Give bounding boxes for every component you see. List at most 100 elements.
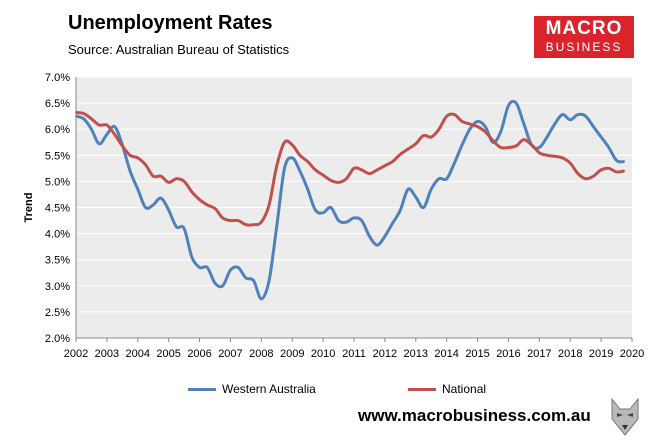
data-point (546, 136, 548, 138)
data-point (299, 170, 301, 172)
data-point (136, 157, 139, 159)
data-point (268, 279, 270, 282)
data-point (492, 139, 494, 142)
data-point (299, 154, 301, 157)
data-point (407, 188, 409, 191)
data-point (221, 285, 224, 287)
logo-line-2: BUSINESS (545, 40, 623, 54)
data-point (314, 209, 317, 211)
data-point (160, 197, 162, 199)
data-point (384, 164, 386, 167)
data-point (98, 124, 100, 126)
data-point (561, 113, 564, 116)
data-point (353, 167, 355, 170)
data-point (499, 131, 502, 133)
legend-label-western-australia: Western Australia (222, 382, 316, 396)
x-tick-label: 2005 (156, 348, 180, 360)
data-point (438, 177, 440, 180)
x-tick-label: 2020 (620, 348, 644, 360)
data-point (469, 128, 471, 130)
data-point (306, 160, 309, 163)
data-point (144, 206, 147, 209)
data-point (268, 204, 270, 206)
data-point (152, 175, 155, 177)
data-point (391, 160, 394, 163)
data-point (82, 117, 85, 120)
data-point (237, 266, 239, 269)
data-point (368, 172, 371, 175)
data-point (129, 170, 131, 172)
data-point (283, 141, 286, 144)
data-point (577, 172, 579, 175)
data-point (214, 207, 216, 210)
data-point (252, 279, 255, 282)
data-point (414, 143, 417, 145)
y-axis-label: Trend (23, 193, 35, 223)
data-point (113, 125, 116, 128)
data-point (569, 162, 572, 164)
legend-swatch-western-australia (188, 388, 216, 392)
data-point (445, 115, 448, 117)
data-point (191, 191, 193, 193)
data-point (584, 177, 587, 180)
data-point (175, 177, 178, 180)
x-tick-label: 2010 (311, 348, 335, 360)
data-point (214, 282, 216, 284)
data-point (113, 133, 116, 136)
macro-business-logo: MACRO BUSINESS (534, 16, 634, 58)
y-tick-label: 2.5% (45, 307, 70, 319)
data-point (221, 217, 224, 219)
data-point (438, 128, 440, 130)
data-point (538, 146, 541, 149)
data-point (106, 133, 108, 136)
data-point (330, 206, 332, 209)
data-point (577, 113, 579, 116)
legend-western-australia: Western Australia (188, 382, 316, 396)
data-point (206, 204, 209, 206)
data-point (453, 162, 456, 164)
logo-line-1: MACRO (545, 18, 623, 39)
data-point (561, 157, 564, 159)
data-point (584, 115, 587, 117)
data-point (461, 120, 463, 123)
data-point (553, 123, 556, 125)
data-point (144, 163, 147, 166)
data-point (129, 154, 131, 157)
data-point (345, 177, 348, 180)
data-point (546, 154, 548, 157)
y-tick-label: 6.5% (45, 98, 70, 110)
y-tick-label: 6.0% (45, 124, 70, 136)
data-point (592, 175, 595, 177)
data-point (167, 181, 170, 184)
x-tick-label: 2011 (342, 348, 366, 360)
data-point (360, 219, 363, 222)
x-tick-label: 2013 (404, 348, 428, 360)
x-tick-label: 2014 (434, 348, 458, 360)
data-point (360, 169, 363, 171)
data-point (306, 188, 309, 191)
data-point (600, 136, 602, 138)
data-point (90, 117, 93, 120)
y-tick-label: 5.0% (45, 176, 70, 188)
data-point (376, 169, 378, 171)
data-point (368, 235, 371, 238)
website-url: www.macrobusiness.com.au (358, 406, 591, 425)
data-point (476, 125, 479, 128)
data-point (430, 136, 433, 138)
data-point (291, 157, 294, 159)
data-point (283, 167, 286, 170)
data-point (507, 146, 510, 149)
data-point (399, 153, 402, 156)
data-point (353, 217, 355, 219)
data-point (183, 227, 185, 230)
data-point (523, 123, 525, 125)
data-point (121, 145, 124, 147)
chart-title: Unemployment Rates (68, 12, 273, 34)
x-tick-label: 2003 (95, 348, 119, 360)
data-point (469, 123, 471, 125)
data-point (152, 204, 155, 206)
data-point (592, 125, 595, 128)
data-point (229, 219, 232, 222)
y-tick-label: 7.0% (45, 72, 70, 84)
